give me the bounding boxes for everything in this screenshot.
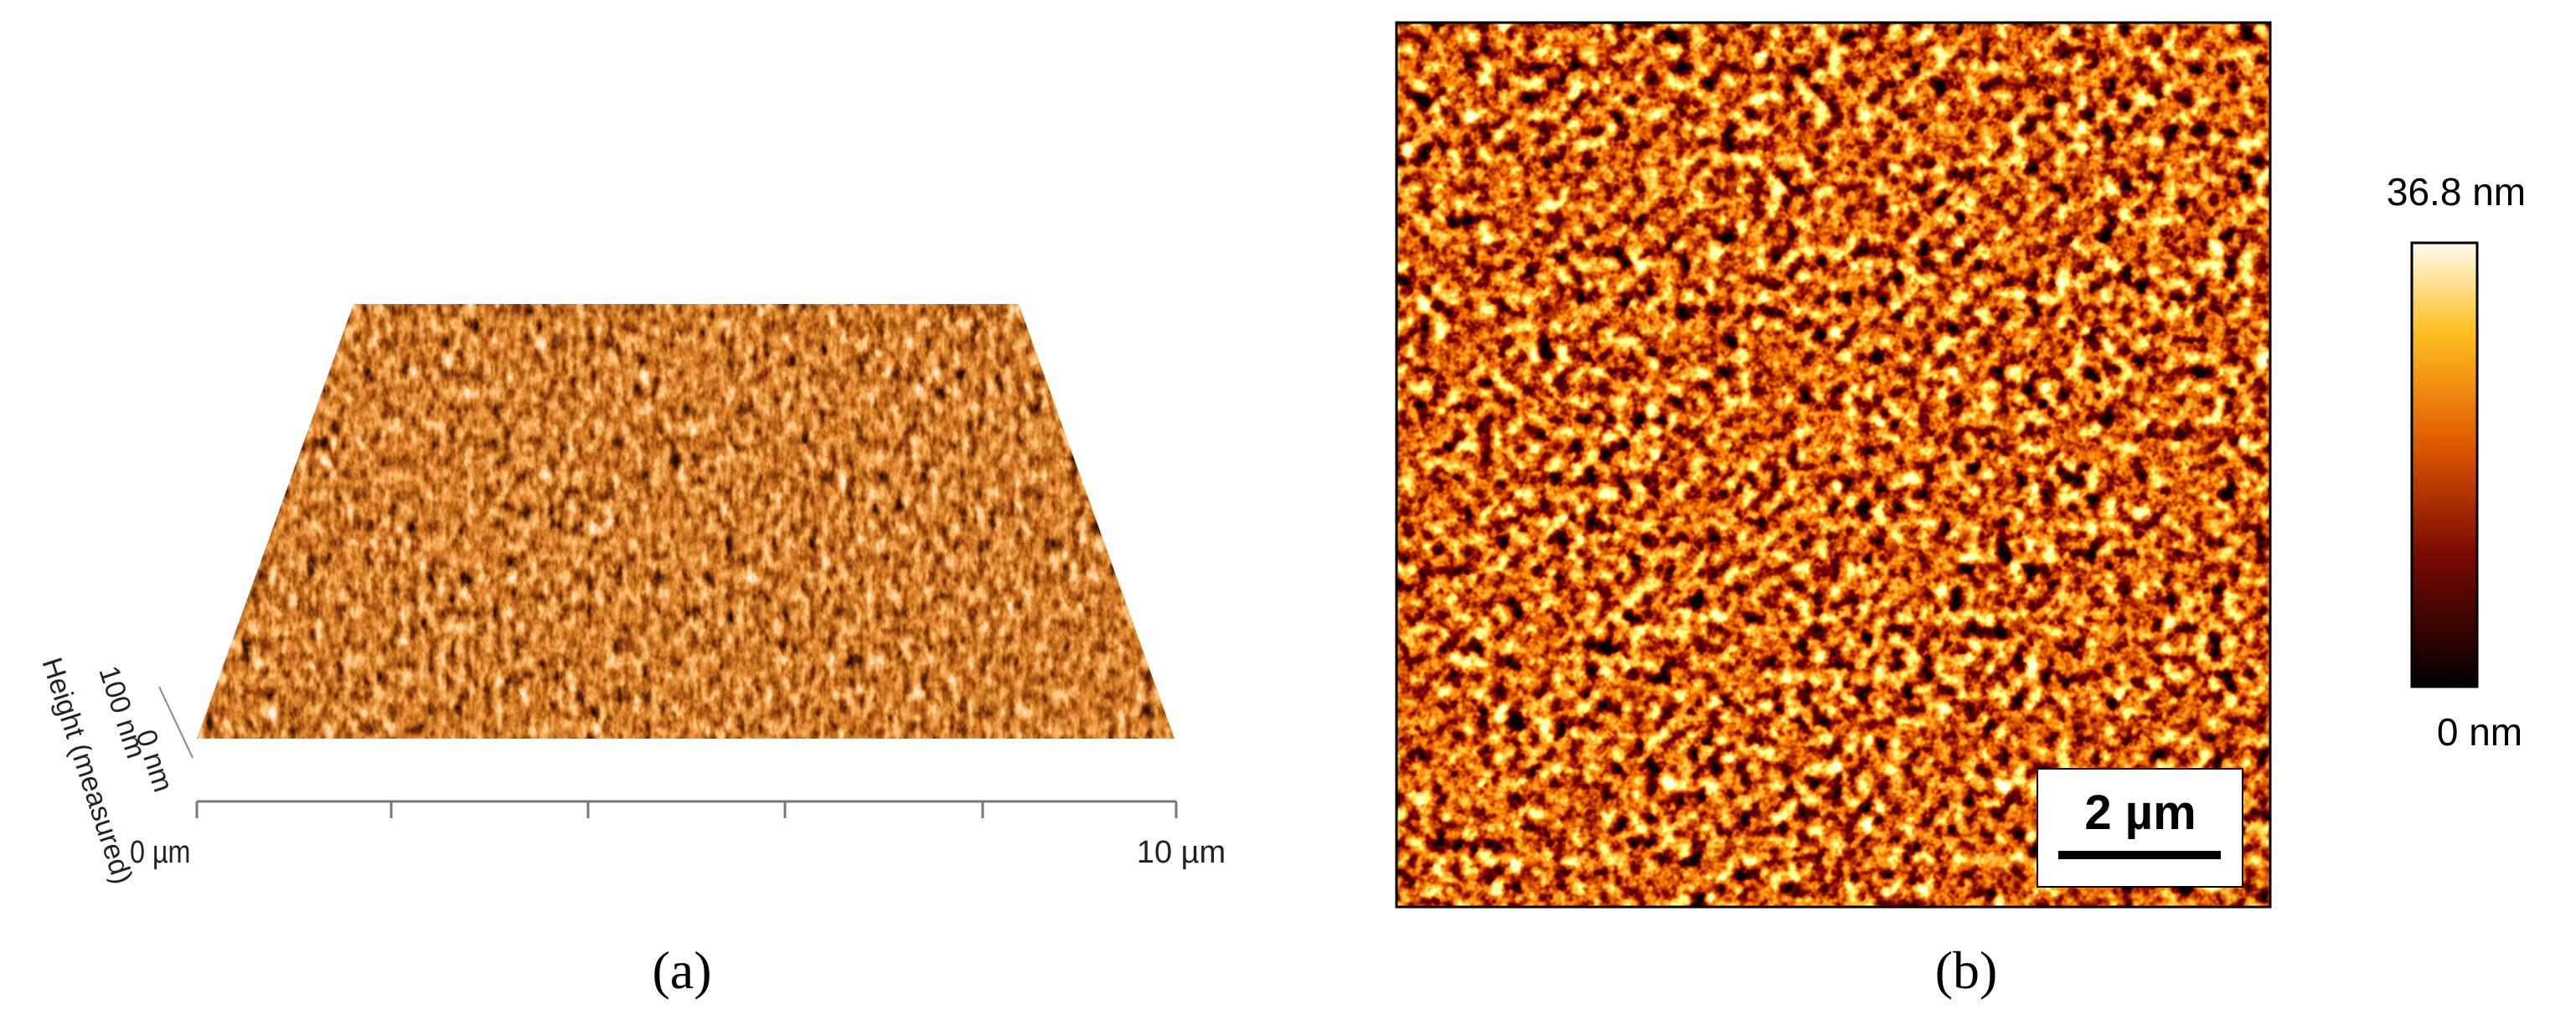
height-map [1396,23,2270,907]
z-axis [158,686,194,759]
scale-bar [2058,851,2221,859]
colorbar-max: 36.8 nm [2387,170,2526,214]
caption-a: (a) [652,940,711,1000]
surface-3d [197,304,1174,739]
x-ticks [195,801,1178,818]
z-tick-bottom: 0 nm [129,726,178,796]
scale-bar-label: 2 µm [2084,786,2196,840]
x-end-label: 10 µm [1137,835,1226,870]
map-frame [1395,21,2272,909]
colorbar-min: 0 nm [2437,710,2522,754]
scale-bar-box [2037,768,2243,888]
colorbar [2410,241,2479,688]
caption-b: (b) [1935,940,1998,1000]
x-start-label: 0 µm [130,835,190,870]
